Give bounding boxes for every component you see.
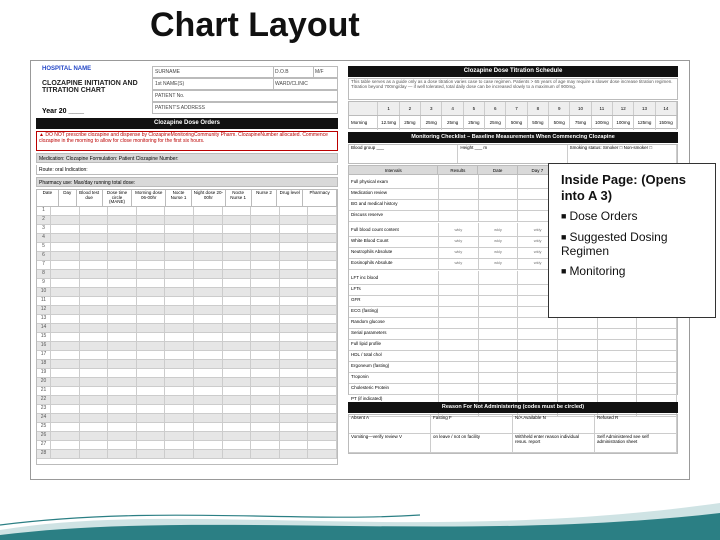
dose-row: 14 — [37, 324, 337, 333]
dose-col-header: Drug level — [277, 190, 303, 206]
form-title: CLOZAPINE INITIATION AND TITRATION CHART — [42, 80, 152, 95]
annotation-box: Inside Page: (Opens into A 3) ■Dose Orde… — [548, 163, 716, 318]
titration-grid: 1234567891011121314 Morning12.5mg25mg25m… — [348, 101, 678, 129]
intro-cell: Height ___ m — [458, 145, 567, 163]
hospital-label: HOSPITAL NAME — [42, 66, 91, 72]
reason-cell: N/A Available N — [513, 415, 595, 434]
dose-row: 19 — [37, 369, 337, 378]
reason-grid: Absent AFasting FN/A Available NRefused … — [348, 414, 678, 454]
intro-cell: Blood group ___ — [349, 145, 458, 163]
dose-row: 4 — [37, 234, 337, 243]
bullet-icon: ■ — [561, 232, 566, 242]
dose-row: 1 — [37, 207, 337, 216]
dose-row: 21 — [37, 387, 337, 396]
dose-col-header: Pharmacy — [303, 190, 337, 206]
dose-row: 24 — [37, 414, 337, 423]
pharmacy-row: Pharmacy use: Max/day running total dose… — [36, 177, 338, 187]
titration-note: This table serves as a guide only as a d… — [348, 78, 678, 100]
dose-row: 17 — [37, 351, 337, 360]
reason-cell: Vomiting—verify review V — [349, 434, 431, 453]
titration-header-bar: Clozapine Dose Titration Schedule — [348, 66, 678, 77]
monitoring-header-bar: Monitoring Checklist – Baseline Measurem… — [348, 132, 678, 143]
dose-row: 9 — [37, 279, 337, 288]
reason-cell: Absent A — [349, 415, 431, 434]
patient-row: SURNAMED.O.BM/F — [152, 66, 338, 78]
dose-col-header: Nurse 2 — [252, 190, 278, 206]
dose-col-header: Nocte Nurse 1 — [166, 190, 192, 206]
reason-cell: Fasting F — [431, 415, 513, 434]
dose-orders-bar: Clozapine Dose Orders — [36, 118, 338, 129]
dose-column-headers: DateDayBlood test dueDose time circle (M… — [36, 189, 338, 207]
alert-text: DO NOT prescribe clozapine and dispense … — [39, 132, 328, 144]
intro-cell: Smoking status: Smoker □ Non-smoker □ — [568, 145, 677, 163]
dose-row: 5 — [37, 243, 337, 252]
reason-cell: Self Administered see self administratio… — [595, 434, 677, 453]
bullet-icon: ■ — [561, 211, 566, 221]
patient-grid: SURNAMED.O.BM/F 1st NAME(S)WARD/CLINIC P… — [152, 66, 338, 114]
patient-row: PATIENT'S ADDRESS — [152, 102, 338, 114]
dose-row: 7 — [37, 261, 337, 270]
dose-col-header: Night dose 20-00hr — [192, 190, 226, 206]
footer-swoosh — [0, 495, 720, 540]
year-label: Year 20 ____ — [42, 108, 84, 115]
dose-row: 23 — [37, 405, 337, 414]
reason-cell: Refused R — [595, 415, 677, 434]
dose-row: 27 — [37, 441, 337, 450]
dose-row: 20 — [37, 378, 337, 387]
annotation-item: ■Monitoring — [561, 264, 705, 278]
annotation-title: Inside Page: (Opens into A 3) — [561, 172, 705, 203]
dose-row: 18 — [37, 360, 337, 369]
annotation-item-label: Dose Orders — [569, 209, 637, 223]
dose-col-header: Day — [59, 190, 77, 206]
dose-row: 15 — [37, 333, 337, 342]
dose-row: 6 — [37, 252, 337, 261]
annotation-item-label: Suggested Dosing Regimen — [561, 230, 668, 258]
dose-row: 12 — [37, 306, 337, 315]
patient-row: PATIENT No. — [152, 90, 338, 102]
reason-header-bar: Reason For Not Administering (codes must… — [348, 402, 678, 413]
slide-title: Chart Layout — [150, 6, 360, 45]
titration-day-row: 1234567891011121314 — [349, 102, 677, 116]
dose-row: 16 — [37, 342, 337, 351]
dose-row: 8 — [37, 270, 337, 279]
dose-row: 10 — [37, 288, 337, 297]
dose-row: 3 — [37, 225, 337, 234]
annotation-item: ■Suggested Dosing Regimen — [561, 230, 705, 259]
dose-table-body: 1234567891011121314151617181920212223242… — [36, 207, 338, 465]
dose-row: 26 — [37, 432, 337, 441]
reason-cell: on leave / not on facility — [431, 434, 513, 453]
reason-cell: Withheld enter reason individual resus. … — [513, 434, 595, 453]
slide: Chart Layout HOSPITAL NAME CLOZAPINE INI… — [0, 0, 720, 540]
left-form: HOSPITAL NAME CLOZAPINE INITIATION AND T… — [36, 66, 346, 474]
dose-col-header: Blood test due — [77, 190, 103, 206]
dose-row: 2 — [37, 216, 337, 225]
dose-col-header: Date — [37, 190, 59, 206]
dose-row: 22 — [37, 396, 337, 405]
dose-col-header: Nocte Nurse 1 — [226, 190, 252, 206]
medication-row: Medication: Clozapine Formulation: Patie… — [36, 153, 338, 163]
patient-row: 1st NAME(S)WARD/CLINIC — [152, 78, 338, 90]
bullet-icon: ■ — [561, 266, 566, 276]
dose-col-header: Dose time circle (MANE) — [103, 190, 133, 206]
monitoring-intro: Blood group ___ Height ___ m Smoking sta… — [348, 144, 678, 164]
titration-morning-row: Morning12.5mg25mg25mg25mg25mg25mg50mg50m… — [349, 116, 677, 130]
dose-row: 13 — [37, 315, 337, 324]
route-row: Route: oral Indication: — [36, 165, 338, 175]
annotation-item: ■Dose Orders — [561, 209, 705, 223]
dose-row: 28 — [37, 450, 337, 459]
dose-row: 25 — [37, 423, 337, 432]
annotation-item-label: Monitoring — [569, 264, 625, 278]
dose-row: 11 — [37, 297, 337, 306]
dose-col-header: Morning dose 06-00hr — [132, 190, 166, 206]
alert-box: ▲ DO NOT prescribe clozapine and dispens… — [36, 131, 338, 151]
